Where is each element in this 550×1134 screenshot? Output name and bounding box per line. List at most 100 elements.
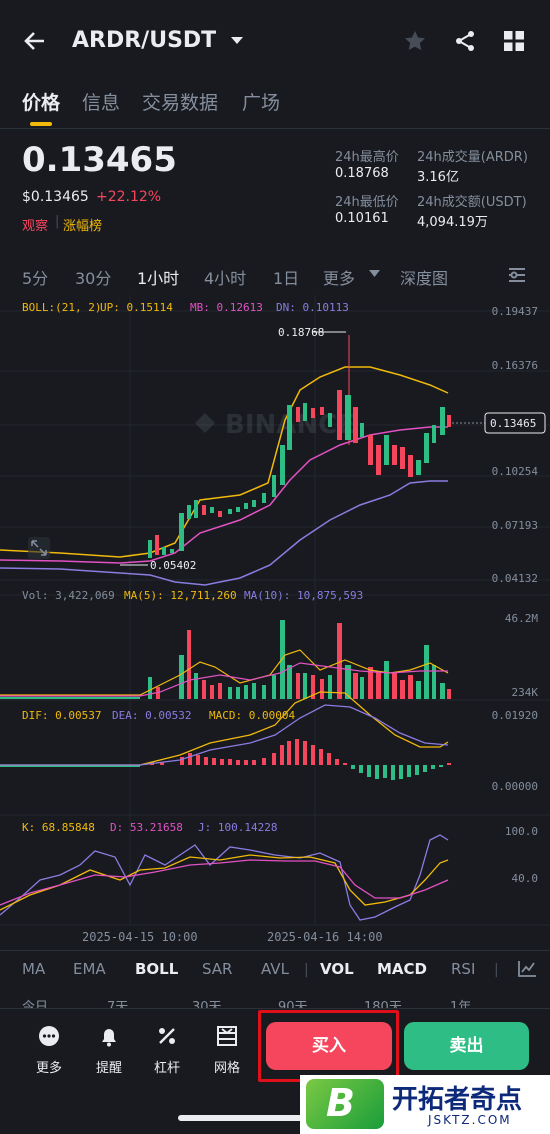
indicator-ma[interactable]: MA — [22, 960, 46, 978]
chart-canvas[interactable]: BINANCE — [0, 295, 550, 950]
volume-value: 3.16亿 — [417, 170, 459, 185]
boll-label: BOLL:(21, 2) — [22, 301, 102, 314]
indicator-settings-icon[interactable] — [517, 960, 537, 978]
range-90d[interactable]: 90天 — [278, 1000, 308, 1008]
indicator-separator: | — [494, 962, 499, 978]
macd-axis-bottom: 0.00000 — [491, 780, 538, 793]
share-icon[interactable] — [453, 29, 477, 53]
grid-trading-icon — [217, 1026, 237, 1046]
nav-more-label: 更多 — [35, 1061, 62, 1076]
percent-icon — [159, 1028, 175, 1044]
home-indicator[interactable] — [178, 1115, 368, 1121]
boll-mb-line — [0, 426, 448, 564]
tag-gainers[interactable]: 涨幅榜 — [63, 219, 103, 234]
tf-more[interactable]: 更多 — [323, 269, 356, 288]
pair-title[interactable]: ARDR/USDT — [72, 28, 217, 53]
grid-icon[interactable] — [503, 30, 525, 52]
indicator-rsi[interactable]: RSI — [451, 960, 476, 978]
tab-square[interactable]: 广场 — [242, 92, 281, 114]
tf-1h[interactable]: 1小时 — [137, 269, 180, 288]
macd-dea: DEA: 0.00532 — [112, 709, 192, 722]
price-axis-0: 0.19437 — [491, 305, 538, 318]
buy-button[interactable]: 买入 — [266, 1022, 392, 1070]
vol-axis-top: 46.2M — [504, 612, 538, 625]
range-7d[interactable]: 7天 — [107, 1000, 129, 1008]
nav-alert[interactable]: 提醒 — [84, 1025, 134, 1076]
boll-dn-value: DN: 0.10113 — [276, 301, 349, 314]
vol-ma5: MA(5): 12,711,260 — [124, 589, 237, 602]
date-label-1: 2025-04-15 10:00 — [82, 930, 198, 944]
price-axis-4: 0.07193 — [491, 519, 538, 532]
divider — [0, 950, 550, 951]
indicator-avl[interactable]: AVL — [261, 960, 289, 978]
dif-line — [0, 691, 449, 766]
macd-axis-top: 0.01920 — [491, 709, 538, 722]
amount-label: 24h成交额(USDT) — [417, 195, 527, 210]
range-today[interactable]: 今日 — [22, 1000, 49, 1008]
tf-30m[interactable]: 30分 — [75, 269, 112, 288]
dea-line — [0, 704, 449, 766]
price-change: +22.12% — [96, 189, 162, 205]
macd-dif: DIF: 0.00537 — [22, 709, 102, 722]
nav-margin-label: 杠杆 — [153, 1061, 180, 1076]
boll-up-line — [0, 366, 449, 558]
kdj-j-line — [0, 834, 449, 921]
chart-settings-icon[interactable] — [507, 266, 527, 284]
brand-name: 开拓者奇点 — [392, 1085, 523, 1115]
volume-label: 24h成交量(ARDR) — [417, 150, 528, 165]
nav-more[interactable]: 更多 — [24, 1025, 74, 1076]
high-annotation: 0.18768 — [278, 326, 324, 339]
more-dots-icon — [39, 1026, 59, 1046]
indicator-boll[interactable]: BOLL — [135, 960, 179, 978]
nav-margin[interactable]: 杠杆 — [142, 1025, 192, 1076]
date-label-2: 2025-04-16 14:00 — [267, 930, 383, 944]
tab-trading-data[interactable]: 交易数据 — [142, 92, 219, 114]
macd-histogram — [0, 739, 451, 780]
vol-ma10: MA(10): 10,875,593 — [244, 589, 364, 602]
indicator-separator: | — [304, 962, 309, 978]
high-label: 24h最高价 — [335, 150, 399, 165]
nav-alert-label: 提醒 — [95, 1061, 122, 1076]
tag-watch[interactable]: 观察 — [22, 219, 49, 234]
kdj-k: K: 68.85848 — [22, 821, 95, 834]
chevron-down-icon[interactable] — [230, 36, 244, 46]
tag-separator: | — [55, 214, 60, 229]
bell-icon — [102, 1029, 116, 1047]
nav-grid-trading[interactable]: 网格 — [202, 1025, 252, 1076]
star-icon[interactable] — [403, 29, 427, 53]
expand-icon — [28, 537, 50, 559]
volume-bars — [0, 620, 451, 699]
low-value: 0.10161 — [335, 211, 389, 226]
tab-price[interactable]: 价格 — [22, 92, 61, 114]
indicator-ema[interactable]: EMA — [73, 960, 106, 978]
divider — [0, 128, 550, 129]
indicator-sar[interactable]: SAR — [202, 960, 233, 978]
tf-5m[interactable]: 5分 — [22, 269, 49, 288]
low-annotation: 0.05402 — [150, 559, 196, 572]
nav-grid-label: 网格 — [213, 1061, 240, 1076]
back-arrow-icon[interactable] — [22, 28, 48, 54]
kdj-j: J: 100.14228 — [198, 821, 278, 834]
active-tab-indicator — [30, 122, 52, 126]
vol-axis-bottom: 234K — [511, 686, 539, 699]
price-axis-1: 0.16376 — [491, 359, 538, 372]
brand-logo: B — [306, 1079, 384, 1129]
range-1y[interactable]: 1年 — [450, 1000, 472, 1008]
boll-dn-line — [0, 480, 448, 586]
current-price-label-box — [484, 412, 546, 434]
kdj-axis-top: 100.0 — [504, 825, 538, 838]
kdj-axis-mid: 40.0 — [511, 872, 539, 885]
range-30d[interactable]: 30天 — [192, 1000, 222, 1008]
indicator-vol[interactable]: VOL — [320, 960, 354, 978]
tf-depth[interactable]: 深度图 — [400, 269, 449, 288]
boll-up-value: UP: 0.15114 — [100, 301, 173, 314]
tf-1d[interactable]: 1日 — [273, 269, 300, 288]
price-axis-3: 0.10254 — [491, 465, 538, 478]
sell-button[interactable]: 卖出 — [404, 1022, 529, 1070]
tab-info[interactable]: 信息 — [82, 92, 121, 114]
top-bar: ARDR/USDT — [0, 0, 550, 82]
vol-ma10-line — [0, 662, 448, 697]
range-180d[interactable]: 180天 — [364, 1000, 402, 1008]
tf-4h[interactable]: 4小时 — [204, 269, 247, 288]
indicator-macd[interactable]: MACD — [377, 960, 427, 978]
